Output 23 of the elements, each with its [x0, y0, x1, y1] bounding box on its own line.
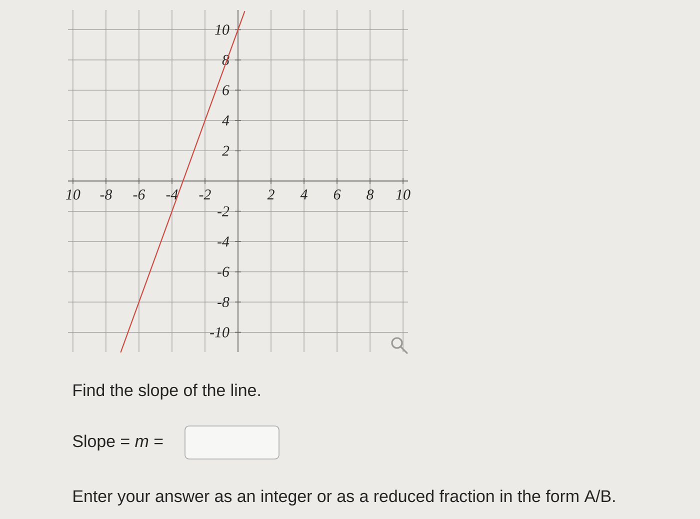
y-tick-label: 10 — [215, 24, 230, 35]
y-tick-label: 6 — [222, 85, 230, 96]
text: Enter your answer as an integer or as a reduced fraction in the form A/B. — [74, 490, 615, 506]
y-tick-label: -6 — [218, 266, 230, 277]
x-tick-label: -4 — [166, 190, 178, 200]
x-tick-label: -2 — [199, 190, 211, 200]
x-tick-label: 10 — [396, 190, 410, 200]
y-tick-label: 4 — [222, 116, 230, 126]
y-tick-label: -4 — [218, 236, 230, 246]
x-tick-label: 6 — [334, 190, 341, 200]
text: Slope = m = — [72, 434, 163, 451]
x-tick-label: 4 — [300, 190, 308, 200]
y-tick-label: -10 — [210, 327, 230, 338]
x-tick-label: 8 — [366, 190, 374, 200]
x-tick-label: -8 — [100, 190, 112, 200]
x-tick-label: 10 — [66, 190, 80, 200]
x-tick-label: -6 — [133, 190, 146, 200]
text: Find the slope of the line. — [74, 384, 260, 400]
y-tick-label: -8 — [218, 297, 230, 308]
y-tick-label: -2 — [218, 206, 230, 216]
y-tick-label: 2 — [222, 146, 230, 156]
line-series — [120, 10, 246, 353]
x-tick-label: 2 — [267, 190, 274, 200]
